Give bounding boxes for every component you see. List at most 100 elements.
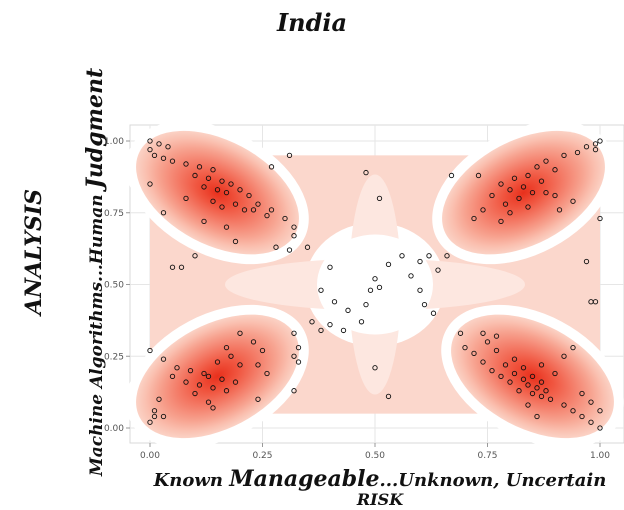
data-point [331, 299, 338, 305]
x-tick-label: 0.25 [252, 451, 272, 461]
data-point [475, 172, 482, 179]
data-point [511, 175, 518, 181]
data-point [318, 287, 324, 293]
data-point [547, 396, 554, 402]
density-gap-inner [317, 234, 433, 335]
data-point [358, 319, 365, 325]
data-point [363, 301, 369, 308]
data-point [538, 362, 545, 368]
x-tick-label: 0.75 [477, 451, 497, 461]
data-point [426, 253, 432, 259]
data-point [169, 373, 176, 379]
points-layer [147, 138, 603, 431]
data-point [255, 362, 261, 368]
data-point [169, 158, 176, 164]
data-point [250, 207, 257, 213]
data-point [327, 322, 333, 328]
data-point [151, 413, 158, 420]
data-point [214, 187, 221, 193]
data-point [561, 353, 567, 359]
data-point [511, 356, 518, 362]
data-point [291, 224, 297, 230]
x-axis-label-middle: Manageable [229, 466, 380, 492]
y-tick-label: 0.75 [104, 209, 124, 219]
data-point [498, 373, 504, 379]
data-point [219, 204, 225, 210]
data-point [237, 187, 243, 193]
data-point [340, 327, 347, 334]
data-point [579, 390, 585, 397]
data-point [232, 238, 239, 245]
data-point [295, 344, 302, 351]
data-point [147, 347, 153, 354]
data-point [210, 385, 216, 391]
data-point [489, 367, 495, 374]
density-blob-0 [136, 130, 299, 255]
data-point [592, 299, 599, 305]
data-point [507, 210, 513, 216]
y-tick-label: 0.00 [104, 424, 124, 434]
data-point [588, 399, 594, 405]
data-point [156, 396, 162, 402]
data-point [592, 146, 599, 153]
data-point [538, 393, 545, 400]
data-point [376, 195, 383, 202]
data-point [219, 376, 225, 382]
data-point [147, 146, 153, 153]
data-point [435, 267, 441, 273]
density-blob-2 [136, 314, 299, 439]
y-tick-label: 0.25 [104, 352, 124, 362]
data-point [223, 388, 230, 394]
data-point [268, 207, 275, 213]
data-point [552, 167, 558, 173]
data-point [291, 388, 297, 394]
data-point [183, 161, 189, 167]
data-point [160, 210, 167, 216]
data-point [246, 192, 252, 199]
data-point [160, 155, 167, 161]
data-point [210, 405, 216, 411]
data-point [174, 365, 180, 371]
ticks-layer: 0.00 0.25 0.50 0.75 1.00 0.00 0.25 0.50 0.75 1.00 [104, 137, 610, 461]
data-point [295, 359, 302, 365]
data-point [363, 169, 369, 176]
data-point [196, 382, 203, 388]
data-point [385, 261, 392, 268]
data-point [417, 287, 423, 293]
data-point [471, 350, 477, 357]
data-point [345, 307, 351, 313]
data-point [201, 184, 207, 190]
data-point [520, 184, 527, 190]
data-point [268, 164, 275, 170]
data-point [538, 178, 545, 184]
data-point [151, 408, 158, 414]
data-point [183, 195, 189, 202]
data-point [327, 264, 333, 270]
data-point [597, 138, 603, 144]
data-point [165, 144, 171, 150]
data-point [417, 258, 423, 265]
data-point [205, 373, 212, 379]
data-point [178, 264, 185, 270]
data-point [160, 413, 167, 420]
data-point [318, 327, 324, 334]
data-point [480, 207, 486, 213]
data-point [291, 353, 297, 359]
data-point [232, 379, 239, 385]
data-point [520, 365, 527, 371]
data-point [543, 190, 549, 196]
data-point [430, 310, 437, 316]
x-axis-label: Known Manageable...Unknown, Uncertain [150, 466, 610, 492]
data-point [525, 402, 531, 408]
x-tick-label: 0.00 [140, 451, 160, 461]
data-point [169, 264, 176, 270]
x-tick-label: 1.00 [590, 451, 610, 461]
data-point [201, 370, 207, 377]
data-point [273, 244, 279, 250]
data-point [372, 365, 378, 371]
data-point [480, 330, 486, 336]
data-point [160, 356, 167, 362]
data-point [529, 373, 536, 379]
data-point [525, 382, 531, 388]
